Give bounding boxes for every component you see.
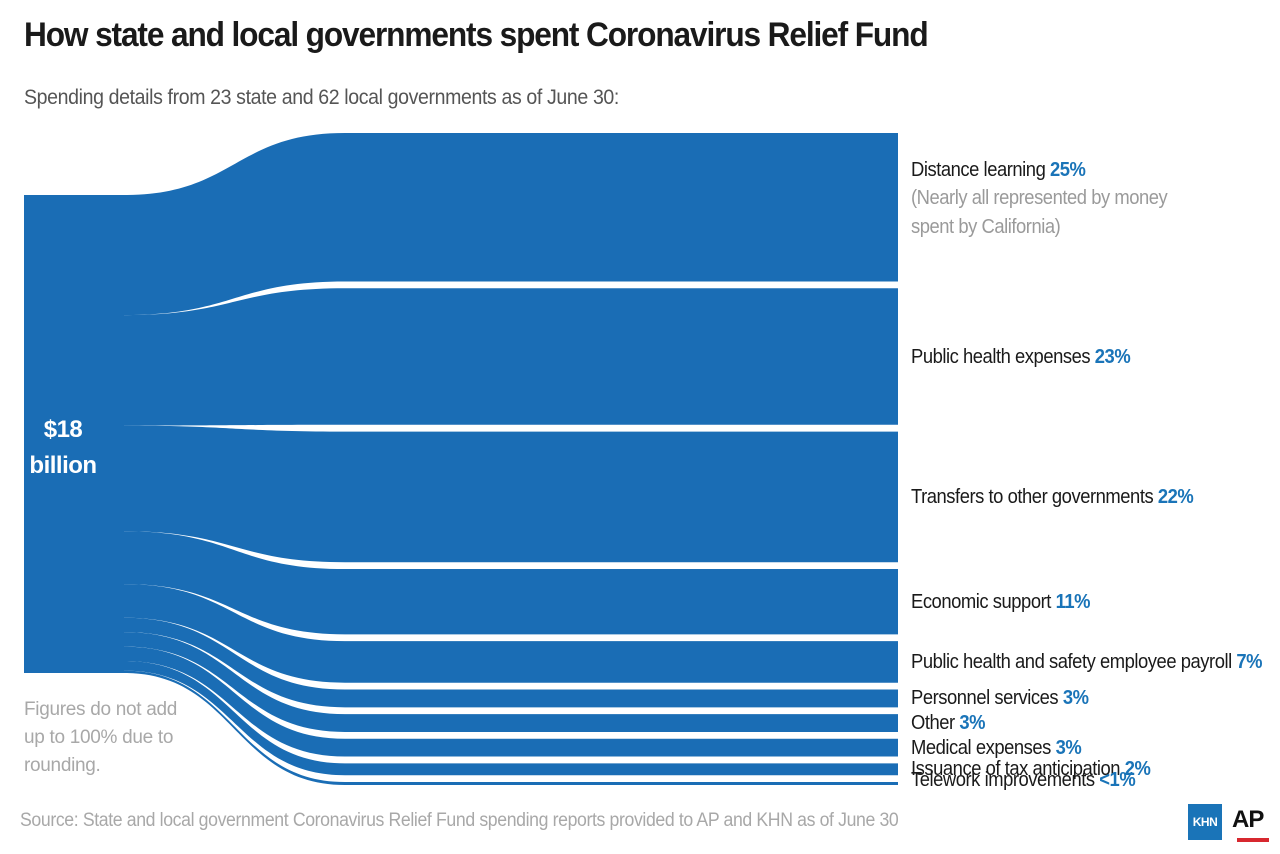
label-name-distance-learning: Distance learning	[911, 159, 1051, 181]
distance-learning-note: (Nearly all represented by money spent b…	[911, 187, 1168, 238]
chart-subtitle: Spending details from 23 state and 62 lo…	[24, 86, 619, 109]
label-name-economic-support: Economic support	[911, 590, 1056, 613]
rounding-note: Figures do not add up to 100% due to rou…	[24, 699, 178, 776]
label-issuance-of-tax-anticipation: Issuance of tax anticipation 2%	[911, 755, 1151, 783]
flow-economic-support	[124, 531, 898, 635]
label-name-telework-improvements: Telework improvements	[911, 769, 1100, 792]
flow-public-health-expenses	[124, 288, 898, 426]
label-pct-issuance-of-tax-anticipation: 2%	[1124, 758, 1151, 781]
total-amount-label: $18 billion	[28, 412, 98, 484]
flow-medical-expenses	[124, 646, 898, 757]
chart-title: How state and local governments spent Co…	[24, 16, 929, 54]
label-telework-improvements: Telework improvements <1%	[911, 766, 1136, 794]
total-amount-unit: billion	[29, 452, 97, 479]
flow-personnel-services	[124, 617, 898, 708]
label-name-personnel-services: Personnel services	[911, 687, 1063, 710]
flow-transfers-to-other-governments	[124, 425, 898, 563]
label-name-issuance-of-tax-anticipation: Issuance of tax anticipation	[911, 758, 1125, 781]
source-line: Source: State and local government Coron…	[20, 810, 899, 831]
label-personnel-services: Personnel services 3%	[911, 684, 1089, 712]
label-pct-economic-support: 11%	[1055, 590, 1091, 613]
label-other: Other 3%	[911, 709, 986, 737]
label-name-public-health-and-safety-employee-payroll: Public health and safety employee payrol…	[911, 650, 1237, 673]
label-distance-learning: Distance learning 25%	[911, 156, 1086, 184]
total-amount-value: $18	[43, 416, 83, 443]
label-name-medical-expenses: Medical expenses	[911, 736, 1056, 759]
label-pct-other: 3%	[959, 712, 986, 735]
flow-public-health-and-safety-employee-payroll	[124, 584, 898, 683]
ap-logo: AP	[1232, 806, 1264, 833]
label-pct-transfers-to-other-governments: 22%	[1157, 485, 1194, 508]
label-name-transfers-to-other-governments: Transfers to other governments	[911, 485, 1158, 508]
label-pct-personnel-services: 3%	[1062, 687, 1089, 710]
flow-other	[124, 632, 898, 732]
label-public-health-expenses: Public health expenses 23%	[911, 343, 1131, 371]
label-public-health-and-safety-employee-payroll: Public health and safety employee payrol…	[911, 648, 1263, 676]
khn-logo: KHN	[1188, 804, 1222, 840]
label-name-public-health-expenses: Public health expenses	[911, 345, 1095, 368]
label-pct-medical-expenses: 3%	[1055, 736, 1082, 759]
label-medical-expenses: Medical expenses 3%	[911, 734, 1082, 762]
flow-issuance-of-tax-anticipation	[124, 660, 898, 776]
label-pct-distance-learning: 25%	[1050, 159, 1086, 181]
label-pct-telework-improvements: <1%	[1099, 769, 1136, 792]
label-transfers-to-other-governments: Transfers to other governments 22%	[911, 483, 1194, 511]
label-economic-support: Economic support 11%	[911, 588, 1090, 616]
source-node	[24, 195, 124, 673]
label-pct-public-health-expenses: 23%	[1094, 345, 1131, 368]
label-pct-public-health-and-safety-employee-payroll: 7%	[1236, 650, 1263, 673]
ap-logo-underline	[1237, 838, 1269, 842]
label-name-other: Other	[911, 712, 960, 735]
flow-distance-learning	[124, 133, 898, 316]
